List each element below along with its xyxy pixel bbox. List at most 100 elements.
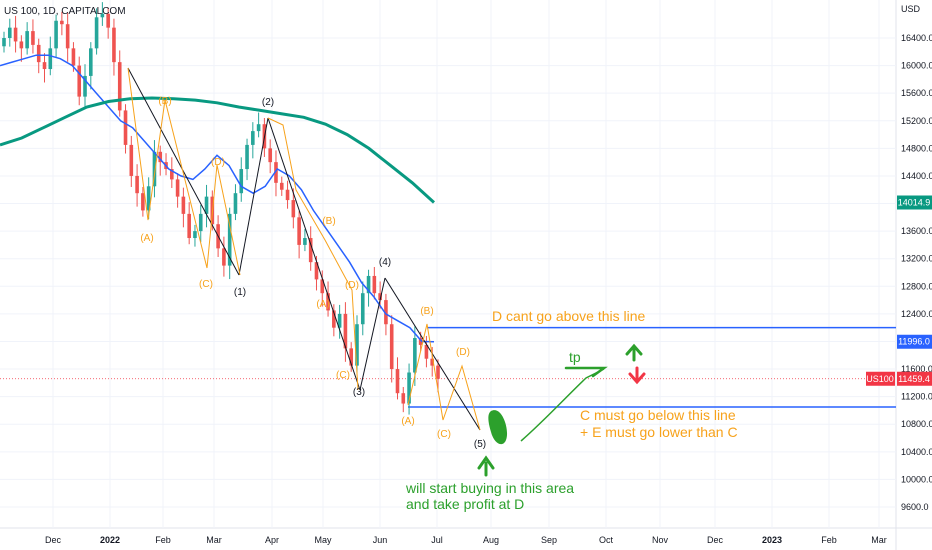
candle-body	[77, 65, 82, 97]
candle-body	[297, 217, 301, 245]
price-tag	[897, 334, 932, 349]
candle-body	[89, 48, 93, 76]
note-buy-1: will start buying in this area	[405, 480, 574, 496]
time-axis[interactable]: Dec 2022 Feb Mar Apr May Jun Jul Aug Sep Oct Nov Dec…	[45, 535, 887, 545]
buy-zone-marker	[488, 410, 508, 445]
price-tick-label: 11600.0	[901, 364, 932, 374]
candle-body	[187, 213, 191, 239]
wave-label: (C)	[336, 370, 350, 381]
time-tick-label: Feb	[821, 535, 837, 545]
wave-projection-1[interactable]	[127, 67, 241, 276]
time-tick-label: Dec	[707, 535, 724, 545]
price-tick-label: 10000.0	[901, 474, 932, 484]
price-tick-label: 12400.0	[901, 309, 932, 319]
candle-body	[314, 262, 319, 280]
candle-body	[54, 20, 58, 49]
trend-line-4[interactable]	[359, 277, 386, 391]
candle-body	[71, 48, 76, 66]
candle-body	[285, 189, 290, 201]
wave-label: (1)	[234, 287, 246, 298]
price-tick-label: 15600.0	[901, 88, 932, 98]
trend-line-2[interactable]	[238, 117, 269, 276]
candle-body	[48, 48, 53, 70]
candle-body	[112, 27, 116, 63]
annotations: D cant go above this line C must go below…	[405, 308, 738, 512]
wave-projection-3[interactable]	[407, 323, 481, 431]
time-tick-label: Jul	[431, 535, 443, 545]
candle-body	[332, 310, 336, 328]
candle-body	[170, 169, 174, 180]
time-tick-label: 2023	[762, 535, 782, 545]
price-tick-label: 16400.0	[901, 33, 932, 43]
candle-body	[36, 44, 41, 63]
price-tick-label: 14800.0	[901, 143, 932, 153]
candle-body	[19, 41, 24, 49]
candle-body	[239, 169, 244, 194]
candle-body	[100, 13, 105, 18]
candle-body	[175, 179, 180, 197]
candle-body	[204, 196, 209, 214]
price-tick-label: 13600.0	[901, 226, 932, 236]
price-tag-label: 11996.0	[898, 337, 930, 347]
candle-body	[233, 193, 238, 214]
candle-body	[181, 196, 186, 214]
time-tick-label: May	[314, 535, 332, 545]
time-tick-label: Sep	[541, 535, 557, 545]
trend-line-3[interactable]	[267, 117, 361, 391]
candle-body	[326, 293, 330, 311]
price-tick-label: 10400.0	[901, 447, 932, 457]
candle-body	[141, 193, 145, 211]
candle-body	[274, 162, 278, 183]
time-tick-label: Dec	[45, 535, 62, 545]
buy-arrow-icon	[477, 455, 495, 477]
candle-body	[320, 279, 325, 294]
wave-label: (B)	[322, 216, 335, 227]
candle-body	[117, 62, 122, 111]
candle-body	[65, 24, 70, 49]
time-tick-label: Mar	[871, 535, 887, 545]
wave-label: (D)	[345, 280, 359, 291]
candle-body	[349, 348, 353, 366]
time-tick-label: 2022	[100, 535, 120, 545]
short-moving-average-line[interactable]	[0, 54, 435, 343]
long-moving-average-line[interactable]	[0, 96, 436, 204]
candle-body	[227, 213, 232, 266]
candle-body	[60, 20, 64, 25]
candle-body	[268, 148, 272, 163]
price-tags: 14014.9 11996.0 US100 11459.4	[866, 195, 932, 386]
candle-body	[245, 144, 249, 170]
price-tick-label: 13200.0	[901, 254, 932, 264]
chart-symbol-title[interactable]: US 100, 1D, CAPITALCOM	[4, 6, 126, 17]
trend-line-1[interactable]	[127, 67, 240, 276]
candle-body	[436, 365, 440, 379]
candle-body	[222, 248, 226, 266]
price-tick-label: 12800.0	[901, 281, 932, 291]
price-tick-label: 14400.0	[901, 171, 932, 181]
candle-body	[106, 13, 110, 28]
candle-body	[291, 200, 296, 218]
wave-label: (C)	[437, 429, 451, 440]
price-tick-label: 15200.0	[901, 116, 932, 126]
candle-body	[42, 62, 47, 70]
plot-area[interactable]	[0, 0, 896, 528]
time-tick-label: Oct	[599, 535, 614, 545]
note-buy-2: and take profit at D	[406, 496, 524, 512]
candle-body	[83, 75, 87, 97]
red-down-arrow-icon	[628, 366, 646, 385]
symbol-tag	[866, 371, 895, 386]
price-tag-label: 11459.4	[898, 374, 930, 384]
candle-body	[193, 231, 197, 239]
candle-body	[384, 300, 388, 325]
wave-label: (C)	[199, 279, 213, 290]
time-tick-label: Apr	[265, 535, 279, 545]
candle-body	[418, 338, 423, 345]
wave-label: (A)	[316, 299, 329, 310]
price-axis[interactable]: 16400.0 16000.0 15600.0 15200.0 14800.0 14400…	[901, 33, 932, 512]
candle-body	[366, 275, 371, 294]
price-tick-label: 10800.0	[901, 419, 932, 429]
candle-body	[13, 27, 18, 42]
wave-label: (A)	[140, 233, 153, 244]
candle-body	[372, 275, 377, 294]
wave-projection-2[interactable]	[267, 117, 359, 391]
